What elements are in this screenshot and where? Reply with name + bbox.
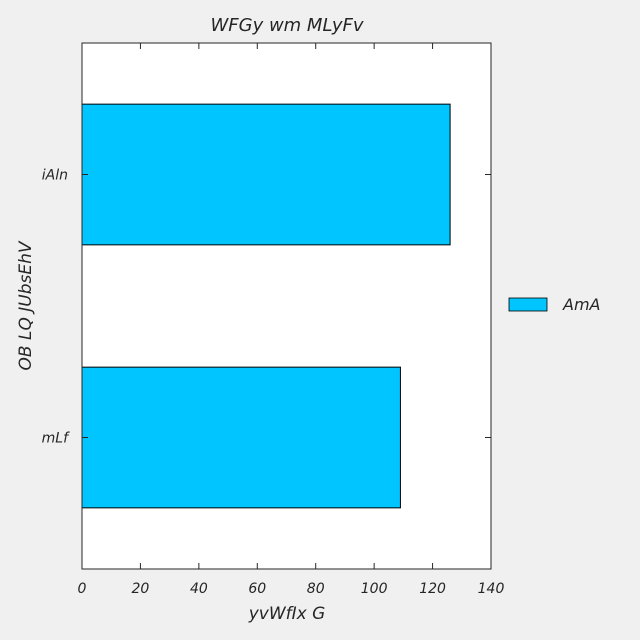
y-tick-label: mLf <box>42 431 70 447</box>
x-tick-label: 60 <box>248 581 266 597</box>
x-tick-label: 20 <box>132 581 150 597</box>
bars-group <box>81 103 451 509</box>
x-axis-label: yvWfIx G <box>248 604 326 624</box>
bar-mlf <box>81 366 401 509</box>
y-axis-label: OB LQ JUbsEhV <box>16 240 36 370</box>
x-tick-label: 100 <box>361 581 388 597</box>
x-tick-label: 0 <box>78 581 87 597</box>
legend-label-ama: AmA <box>562 295 600 314</box>
legend-swatch-ama <box>508 297 548 312</box>
chart-title: WFGy wm MLyFv <box>210 15 363 36</box>
x-axis-ticks: 0 20 40 60 80 100 120 140 <box>78 43 505 597</box>
plot-frame <box>81 42 492 570</box>
y-axis-ticks: iAln mLf <box>42 168 491 447</box>
x-tick-label: 120 <box>419 581 446 597</box>
x-tick-label: 80 <box>307 581 325 597</box>
x-tick-label: 140 <box>478 581 505 597</box>
legend: AmA <box>508 295 600 314</box>
y-tick-label: iAln <box>42 168 68 184</box>
bar-ialn <box>81 103 451 246</box>
x-tick-label: 40 <box>190 581 208 597</box>
